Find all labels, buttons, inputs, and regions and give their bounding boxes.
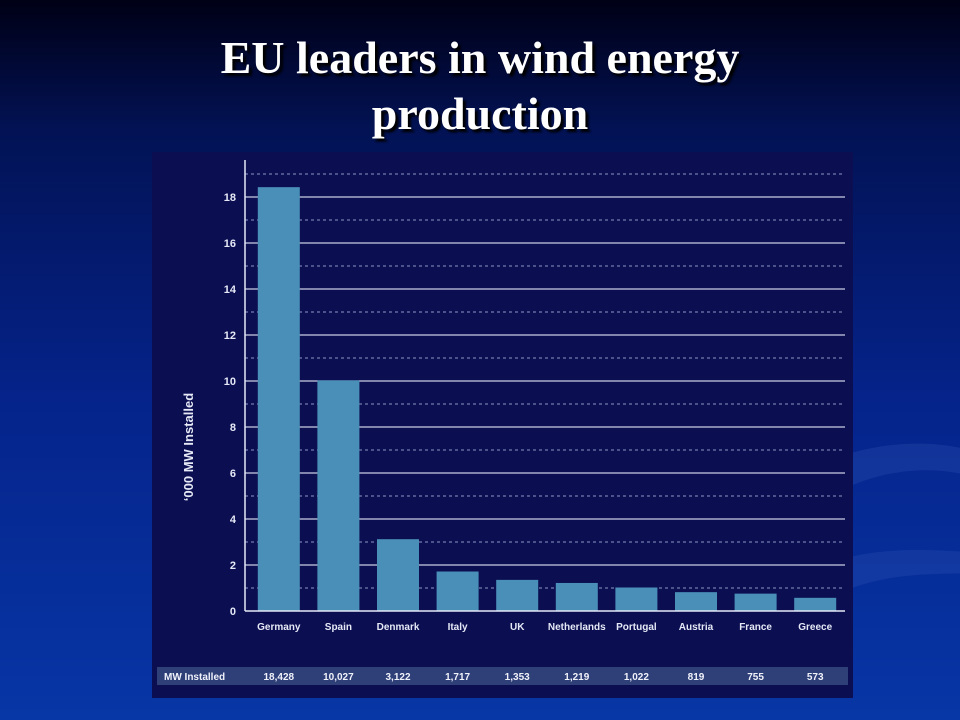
x-tick-label: Spain bbox=[325, 622, 352, 633]
y-tick-label: 12 bbox=[224, 330, 236, 342]
title-line-2: production bbox=[371, 88, 589, 139]
table-value: 1,717 bbox=[445, 672, 470, 683]
grid-lines bbox=[245, 173, 845, 589]
bar-netherlands bbox=[555, 582, 598, 611]
y-axis-label: ‘000 MW Installed bbox=[181, 393, 196, 501]
x-tick-label: France bbox=[739, 622, 772, 633]
y-tick-label: 8 bbox=[230, 422, 236, 434]
y-tick-labels: 0 2 4 6 8 10 12 14 16 18 bbox=[224, 192, 237, 618]
bar-portugal bbox=[615, 587, 658, 611]
x-tick-label: Greece bbox=[798, 622, 832, 633]
title-line-1: EU leaders in wind energy bbox=[220, 32, 740, 83]
y-tick-label: 4 bbox=[230, 514, 237, 526]
y-tick-label: 0 bbox=[230, 606, 236, 618]
y-tick-label: 6 bbox=[230, 468, 236, 480]
table-value: 573 bbox=[807, 672, 824, 683]
y-tick-label: 16 bbox=[224, 238, 236, 250]
y-tick-label: 14 bbox=[224, 284, 237, 296]
y-tick-label: 18 bbox=[224, 192, 236, 204]
bar-france bbox=[734, 593, 777, 611]
x-tick-label: Austria bbox=[679, 622, 714, 633]
bar-spain bbox=[317, 380, 360, 611]
y-tick-label: 2 bbox=[230, 560, 236, 572]
x-tick-label: Italy bbox=[448, 622, 468, 633]
bar-uk bbox=[496, 579, 539, 611]
x-tick-label: Netherlands bbox=[548, 622, 606, 633]
x-tick-label: Portugal bbox=[616, 622, 657, 633]
bar-germany bbox=[257, 187, 300, 611]
table-value: 755 bbox=[747, 672, 764, 683]
table-value: 18,428 bbox=[264, 672, 295, 683]
bar-greece bbox=[794, 597, 837, 611]
x-tick-labels: Germany Spain Denmark Italy UK Netherlands Por… bbox=[257, 622, 832, 633]
table-value: 1,022 bbox=[624, 672, 649, 683]
table-value: 819 bbox=[688, 672, 705, 683]
table-row-label: MW Installed bbox=[164, 672, 225, 683]
x-tick-label: UK bbox=[510, 622, 525, 633]
bar-italy bbox=[436, 571, 479, 611]
axes bbox=[244, 160, 845, 612]
table-value: 3,122 bbox=[385, 672, 410, 683]
bar-denmark bbox=[377, 539, 419, 611]
data-table-row bbox=[157, 667, 848, 685]
table-value: 10,027 bbox=[323, 672, 354, 683]
bars bbox=[257, 187, 837, 611]
chart-panel: 0 2 4 6 8 10 12 14 16 18 ‘000 MW Installed German… bbox=[152, 152, 853, 698]
bar-chart: 0 2 4 6 8 10 12 14 16 18 ‘000 MW Installed German… bbox=[157, 160, 848, 685]
slide-title: EU leaders in wind energy production bbox=[0, 30, 960, 142]
bar-austria bbox=[675, 592, 717, 611]
y-tick-label: 10 bbox=[224, 376, 236, 388]
table-value: 1,219 bbox=[564, 672, 589, 683]
table-values: 18,428 10,027 3,122 1,717 1,353 1,219 1,022 819… bbox=[264, 672, 824, 683]
x-tick-label: Germany bbox=[257, 622, 301, 633]
x-tick-label: Denmark bbox=[377, 622, 420, 633]
table-value: 1,353 bbox=[505, 672, 530, 683]
